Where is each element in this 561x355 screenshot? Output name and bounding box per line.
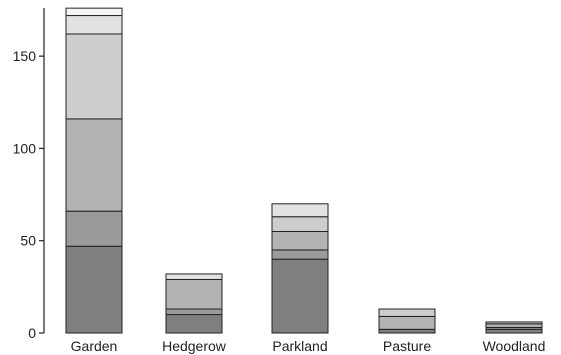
- y-tick-label: 50: [20, 233, 36, 249]
- bar-segment: [65, 118, 123, 212]
- bar-segment: [165, 308, 223, 316]
- y-tick-label: 0: [28, 325, 36, 341]
- bar-segment: [65, 210, 123, 247]
- bar-segment: [165, 314, 223, 334]
- x-tick-label: Woodland: [483, 338, 546, 354]
- bar-segment: [271, 216, 329, 232]
- bar-segment: [271, 203, 329, 218]
- y-tick-label: 100: [13, 140, 37, 156]
- bar-segment: [271, 249, 329, 260]
- y-tick-label: 150: [13, 48, 37, 64]
- y-axis: 0 50 100 150: [13, 8, 45, 341]
- bar-segment: [165, 278, 223, 310]
- bars: [65, 7, 543, 334]
- bar-segment: [378, 328, 436, 334]
- bar-segment: [485, 321, 543, 325]
- x-tick-label: Pasture: [383, 338, 431, 354]
- bar-segment: [65, 245, 123, 334]
- bar-segment: [378, 315, 436, 330]
- bar-segment: [378, 308, 436, 317]
- x-tick-label: Garden: [71, 338, 118, 354]
- bar-segment: [65, 15, 123, 35]
- x-tick-label: Parkland: [272, 338, 327, 354]
- x-tick-label: Hedgerow: [162, 338, 227, 354]
- bar-segment: [271, 230, 329, 251]
- x-axis-labels: Garden Hedgerow Parkland Pasture Woodland: [71, 338, 546, 354]
- bar-segment: [65, 33, 123, 120]
- bar-segment: [165, 273, 223, 280]
- bar-segment: [485, 323, 543, 328]
- bar-segment: [485, 328, 543, 334]
- bar-segment: [271, 258, 329, 334]
- bar-segment: [65, 7, 123, 17]
